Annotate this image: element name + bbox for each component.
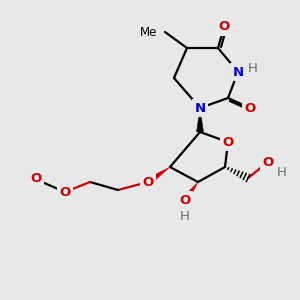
Text: Me: Me [140, 26, 157, 38]
Text: O: O [179, 194, 191, 206]
Text: O: O [142, 176, 154, 188]
Polygon shape [146, 167, 170, 185]
Text: O: O [30, 172, 42, 184]
Text: O: O [262, 155, 274, 169]
Text: O: O [244, 101, 256, 115]
Text: O: O [59, 185, 70, 199]
Polygon shape [182, 182, 198, 202]
Polygon shape [196, 108, 203, 132]
Text: O: O [222, 136, 234, 148]
Text: H: H [180, 211, 190, 224]
Text: O: O [218, 20, 230, 34]
Text: H: H [248, 62, 258, 76]
Text: N: N [232, 65, 244, 79]
Text: H: H [277, 166, 287, 178]
Text: N: N [194, 101, 206, 115]
